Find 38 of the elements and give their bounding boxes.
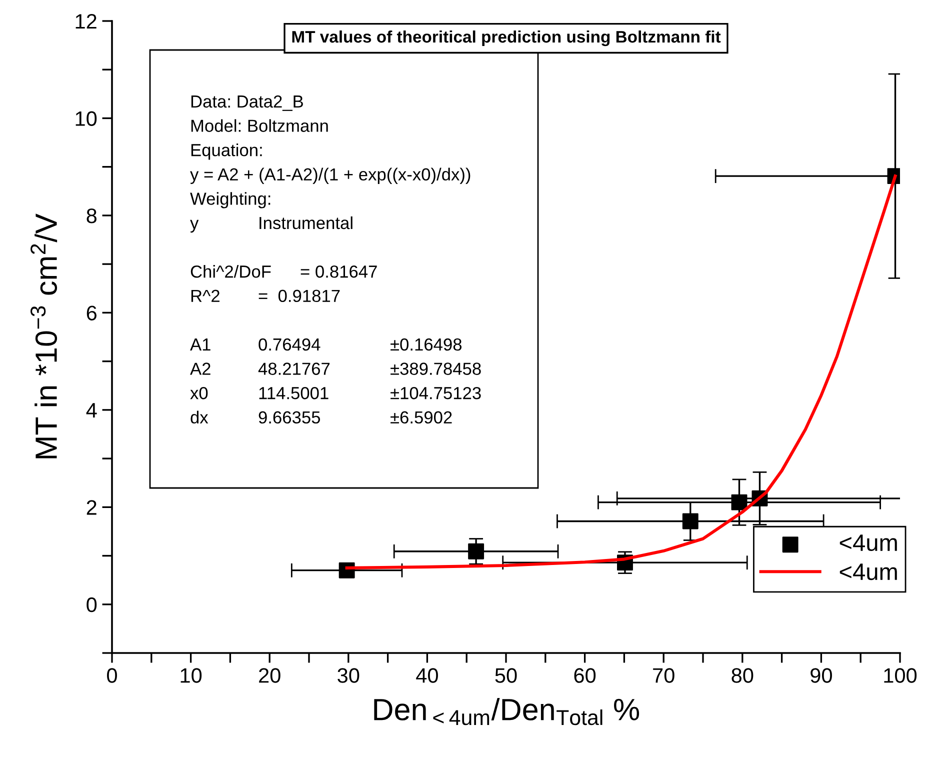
x-tick-label: 80	[732, 668, 754, 683]
text: x0 114.5001 ±104.75123	[190, 386, 481, 400]
x-tick-label: 40	[416, 668, 438, 683]
text: Chi^2/DoF = 0.81647	[190, 265, 377, 278]
y-tick-label: 6	[86, 306, 96, 320]
text: MT values of theoritical prediction using Boltzmann fit	[292, 30, 721, 46]
y-tick-label: 0	[86, 597, 97, 612]
annotation: y = A2 + (A1-A2)/(1 + exp((x-x0)/dx))	[190, 168, 470, 184]
x-tick-label: 20	[259, 668, 280, 683]
point	[682, 513, 698, 530]
text: dx 9.66355 ±6.5902	[190, 410, 452, 424]
annotation: Weighting:	[190, 192, 270, 208]
legend-label: <4um	[840, 534, 897, 552]
y-tick-label: 4	[86, 403, 97, 418]
text: A1 0.76494 ±0.16498	[190, 338, 462, 351]
point	[731, 494, 748, 510]
x-axis-title: Den$_{<4um}$/Den$_{Total}$ %	[374, 698, 640, 726]
y-tick-label: 12	[76, 14, 96, 29]
x-tick-label: 70	[653, 668, 674, 683]
text: R^2 = 0.91817	[191, 290, 340, 302]
text: y Instrumental	[190, 216, 352, 233]
x-tick-label: 30	[338, 668, 360, 683]
x-tick-label: 90	[810, 668, 832, 683]
x-tick-label: 10	[180, 668, 202, 683]
x-tick-label: 100	[884, 668, 917, 683]
x-tick-label: 50	[495, 668, 517, 683]
point	[468, 543, 484, 560]
annotation: Equation:	[191, 144, 262, 160]
text: A2 48.21767 ±389.78458	[190, 362, 481, 375]
legend-label: <4um	[840, 564, 897, 580]
annotation: Model: Boltzmann	[191, 119, 328, 132]
annotation: Data: Data2_B	[191, 95, 303, 111]
x-tick-label: 0	[107, 668, 117, 683]
x-tick-label: 60	[574, 668, 596, 683]
y-axis-title: MT in *10$^{−3}$ cm$^{2}$/V	[30, 214, 58, 458]
y-tick-label: 2	[86, 500, 96, 515]
y-tick-label: 8	[86, 208, 97, 224]
y-tick-label: 10	[76, 111, 97, 126]
